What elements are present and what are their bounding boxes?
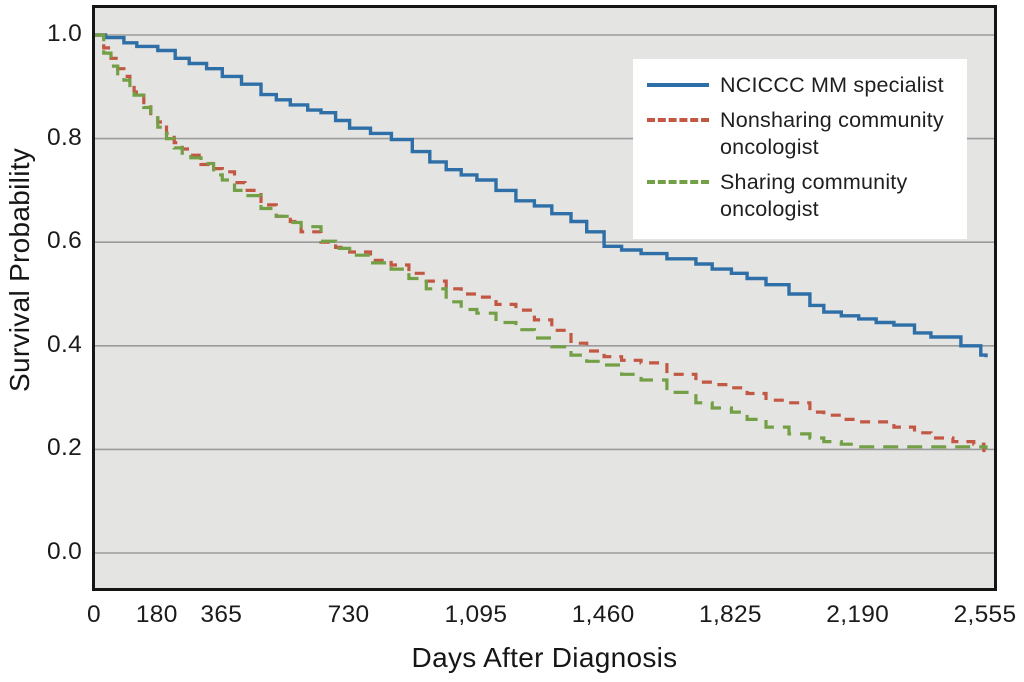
x-tick-label-1095: 1,095 [444, 601, 508, 628]
x-axis-title: Days After Diagnosis [411, 642, 678, 673]
series-line-sharing-community-oncologist [95, 33, 988, 450]
y-tick-label-0.8: 0.8 [47, 123, 82, 151]
legend: NCICCC MM specialist Nonsharing community… [633, 59, 967, 239]
y-tick-label-0.0: 0.0 [47, 538, 82, 565]
x-tick-label-180: 180 [135, 601, 178, 628]
legend-item-nciccc-mm-specialist: NCICCC MM specialist [647, 72, 955, 100]
y-tick-label-0.4: 0.4 [47, 330, 82, 358]
legend-line-swatch-sharing-community-oncologist [647, 179, 709, 184]
legend-label: Sharing community oncologist [720, 169, 908, 222]
x-tick-label-2190: 2,190 [826, 601, 890, 628]
y-tick-label-1.0: 1.0 [47, 20, 82, 47]
x-tick-label-1825: 1,825 [699, 601, 762, 628]
plot-canvas [95, 33, 994, 554]
series-line-nonsharing-community-oncologist [95, 33, 988, 457]
legend-label: Nonsharing community oncologist [720, 107, 944, 160]
legend-label: NCICCC MM specialist [720, 73, 944, 97]
y-axis-title: Survival Probability [4, 147, 35, 393]
x-tick-label-365: 365 [200, 601, 243, 628]
x-tick-label-1460: 1,460 [571, 601, 635, 628]
series-line-nciccc-mm-specialist [95, 33, 988, 358]
y-tick-label-0.2: 0.2 [47, 434, 82, 462]
x-tick-label-2555: 2,555 [953, 601, 1017, 628]
y-tick-label-0.6: 0.6 [47, 227, 82, 255]
legend-item-sharing-community-oncologist: Sharing community oncologist [647, 169, 955, 224]
x-tick-label-730: 730 [327, 601, 370, 628]
legend-line-swatch-nciccc-mm-specialist [647, 83, 709, 87]
legend-line-swatch-nonsharing-community-oncologist [647, 117, 709, 122]
x-tick-label-0: 0 [87, 601, 101, 628]
legend-item-nonsharing-community-oncologist: Nonsharing community oncologist [647, 107, 955, 162]
